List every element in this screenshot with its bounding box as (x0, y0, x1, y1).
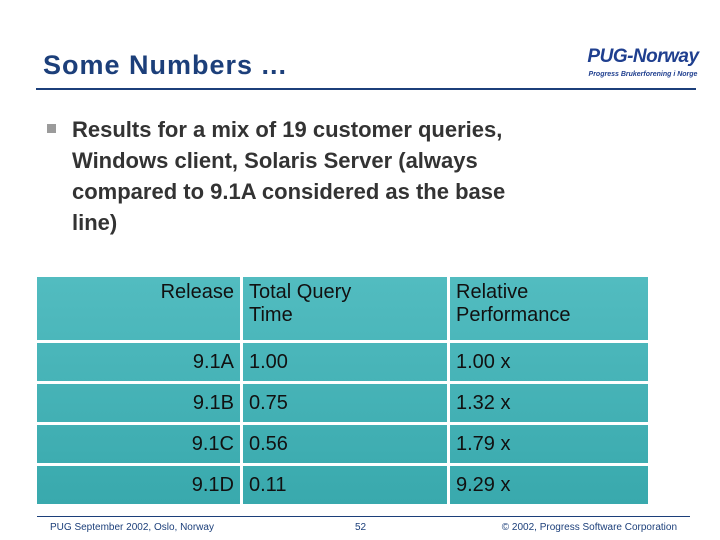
footer-left: PUG September 2002, Oslo, Norway (50, 522, 214, 533)
table-cell: 9.1C (37, 423, 243, 466)
column-header-text: Relative Performance (456, 281, 571, 326)
footer-rule (37, 516, 690, 517)
table-cell: 1.79 x (448, 423, 648, 466)
page-number: 52 (355, 522, 367, 533)
table-cell: 1.00 (241, 341, 450, 384)
table-cell: 1.32 x (448, 382, 648, 425)
table-cell: 9.1D (37, 464, 243, 504)
bullet-line: line) (72, 210, 118, 235)
header-row: Release Total Query Time Relative Performa… (37, 277, 648, 343)
title-rule (36, 88, 696, 90)
table-cell: 9.1A (37, 341, 243, 384)
table-row: 9.1A 1.00 1.00 x (37, 341, 648, 384)
column-header-text: Release (160, 281, 234, 303)
table-cell: 9.29 x (456, 473, 511, 496)
bullet-line: Windows client, Solaris Server (always (72, 148, 478, 173)
column-header: Release (37, 277, 243, 343)
results-table: Release Total Query Time Relative Performa… (37, 277, 648, 504)
table-cell: 0.11 (241, 464, 450, 504)
footer-right: © 2002, Progress Software Corporation (501, 522, 677, 533)
column-header: Total Query Time (241, 277, 450, 343)
logo-tagline: Progress Brukerforening i Norge (588, 71, 698, 78)
column-header: Relative Performance (448, 277, 648, 343)
bullet-line: compared to 9.1A considered as the base (72, 179, 506, 204)
logo: PUG-Norway Progress Brukerforening i Nor… (587, 46, 699, 86)
table-body: 9.1A 1.00 1.00 x 9.1B 0.75 1.32 x 9.1C 0.56 1.79… (37, 341, 648, 504)
table-cell: 0.56 (241, 423, 450, 466)
logo-name: PUG-Norway (587, 46, 699, 67)
bullet-text: Results for a mix of 19 customer queries… (72, 114, 505, 238)
bullet-line: Results for a mix of 19 customer queries… (72, 117, 503, 142)
table-row: 9.1D 0.11 9.29 x (37, 464, 648, 504)
slide-title: Some Numbers ... (43, 50, 288, 80)
table-row: 9.1B 0.75 1.32 x (37, 382, 648, 425)
table-cell: 1.00 x (448, 341, 648, 384)
table-row: 9.1C 0.56 1.79 x (37, 423, 648, 466)
column-header-text: Total Query Time (249, 281, 352, 326)
table-cell: 9.1B (37, 382, 243, 425)
bullet-marker (47, 124, 56, 133)
table-cell: 0.75 (241, 382, 450, 425)
